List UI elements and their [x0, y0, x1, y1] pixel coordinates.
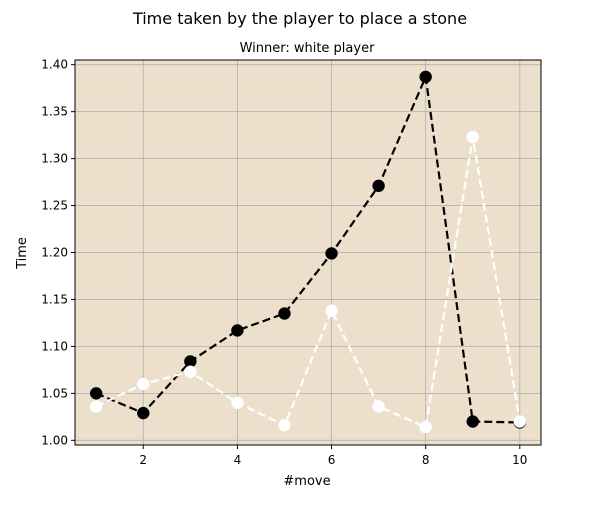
y-tick-label: 1.05: [41, 386, 68, 400]
series-1-point: [231, 396, 244, 409]
y-tick-label: 1.30: [41, 152, 68, 166]
series-0-point: [372, 179, 385, 193]
series-0-line: [95, 75, 520, 424]
x-tick-label: 10: [512, 453, 527, 467]
series-0-point: [89, 387, 103, 400]
series-1-point: [466, 130, 479, 144]
series-1-point: [513, 415, 527, 428]
series-1-line: [95, 135, 521, 429]
y-tick-label: 1.20: [41, 246, 68, 260]
series-0-point: [231, 324, 244, 337]
series-1-point: [419, 420, 432, 434]
x-tick-label: 6: [328, 453, 336, 467]
series-0-point: [419, 70, 432, 84]
y-tick-label: 1.10: [41, 339, 68, 353]
series-0-point: [466, 415, 479, 428]
series-1-point: [278, 419, 291, 432]
x-tick-label: 8: [422, 453, 430, 467]
series-1-point: [184, 365, 197, 379]
y-tick-label: 1.00: [41, 433, 68, 447]
plot-area: 2 4 6 8 10 1.00 1.05 1.10 1.15 1.20 1.25 1.30 1.35 1.…: [41, 58, 542, 467]
series-0-point: [137, 406, 150, 420]
series-1-point: [89, 400, 103, 413]
y-tick-label: 1.40: [41, 58, 68, 72]
series-1-point: [325, 304, 338, 317]
x-axis-label: #move: [283, 474, 330, 489]
y-axis-label: Time: [15, 237, 30, 270]
x-tick-label: 4: [234, 453, 242, 467]
series-0-point: [278, 307, 291, 320]
x-tick-label: 2: [139, 453, 147, 467]
y-tick-label: 1.35: [41, 105, 68, 119]
series-1-point: [372, 400, 385, 413]
chart-title: Time taken by the player to place a ston…: [132, 9, 467, 28]
y-tick-label: 1.15: [41, 292, 68, 306]
series-1-point: [137, 377, 150, 391]
chart-subtitle: Winner: white player: [240, 41, 376, 56]
y-tick-label: 1.25: [41, 199, 68, 213]
series-0-point: [325, 247, 338, 260]
